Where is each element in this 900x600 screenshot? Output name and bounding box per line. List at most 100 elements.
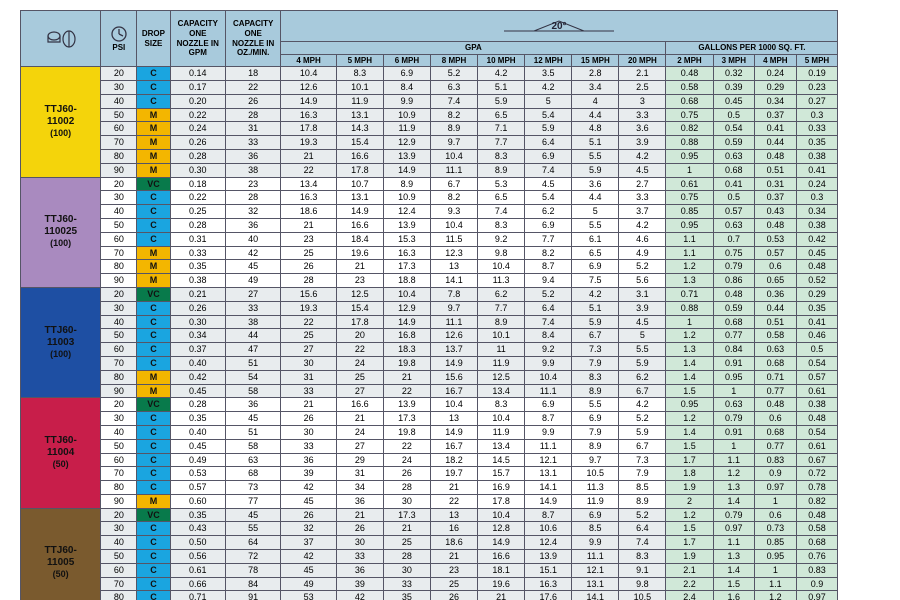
oz-val: 33 (225, 301, 280, 315)
product-name: TTJ60-11005 (23, 545, 98, 569)
oz-val: 38 (225, 315, 280, 329)
gsf-val: 0.3 (796, 191, 838, 205)
gpa-val: 5.9 (619, 425, 666, 439)
gpm-val: 0.40 (170, 425, 225, 439)
gpa-val: 12.1 (572, 563, 619, 577)
gpa-val: 9.1 (619, 563, 666, 577)
gsf-val: 0.68 (713, 315, 755, 329)
gpa-val: 8.2 (430, 191, 477, 205)
gsf-val: 0.33 (796, 122, 838, 136)
gpm-val: 0.35 (170, 260, 225, 274)
gsf-val: 0.46 (796, 329, 838, 343)
data-row: 80C0.57734234282116.914.111.38.51.91.30.… (21, 481, 880, 495)
gpa-val: 3.9 (619, 301, 666, 315)
gpm-val: 0.45 (170, 439, 225, 453)
gpa-mph-3: 8 MPH (430, 54, 477, 67)
drop-size-val: C (137, 232, 170, 246)
gsf-val: 0.91 (713, 356, 755, 370)
gpa-val: 26 (383, 467, 430, 481)
gsf-val: 1.3 (713, 550, 755, 564)
gpa-val: 13.9 (383, 398, 430, 412)
gsf-val: 0.48 (796, 412, 838, 426)
oz-val: 54 (225, 370, 280, 384)
gpa-val: 11.1 (572, 550, 619, 564)
product-count: (50) (53, 459, 69, 469)
gpa-val: 37 (281, 536, 336, 550)
gpa-val: 18.1 (478, 563, 525, 577)
gsf-val: 1 (713, 384, 755, 398)
oz-val: 28 (225, 108, 280, 122)
data-row: 90M0.455833272216.713.411.18.96.71.510.7… (21, 384, 880, 398)
gpm-val: 0.21 (170, 287, 225, 301)
gpa-val: 30 (383, 563, 430, 577)
data-row: TTJ60-11005(50)20VC0.3545262117.31310.48… (21, 508, 880, 522)
oz-val: 28 (225, 191, 280, 205)
data-row: 30C0.222816.313.110.98.26.55.44.43.30.75… (21, 191, 880, 205)
gpa-val: 5 (619, 329, 666, 343)
gpa-val: 7.1 (478, 122, 525, 136)
gpm-val: 0.56 (170, 550, 225, 564)
gpa-val: 6.5 (572, 246, 619, 260)
gpa-val: 11.9 (336, 94, 383, 108)
gpa-val: 5.2 (430, 67, 477, 81)
oz-val: 63 (225, 453, 280, 467)
gsf-val: 1.1 (666, 232, 713, 246)
gsf-val: 1.3 (713, 481, 755, 495)
gpa-val: 35 (383, 591, 430, 600)
nozzle-icon-header (21, 11, 101, 67)
gsf-val: 0.37 (755, 108, 797, 122)
gpa-val: 22 (430, 494, 477, 508)
gsf-val: 0.79 (713, 412, 755, 426)
oz-val: 18 (225, 67, 280, 81)
gpa-val: 31 (281, 370, 336, 384)
oz-val: 73 (225, 481, 280, 495)
data-row: 50M0.222816.313.110.98.26.55.44.43.30.75… (21, 108, 880, 122)
gsf-val: 1 (666, 163, 713, 177)
gsf-val: 0.54 (796, 425, 838, 439)
gpa-val: 6.9 (572, 412, 619, 426)
gpm-val: 0.66 (170, 577, 225, 591)
gpa-val: 6.9 (525, 149, 572, 163)
psi-val: 60 (101, 122, 137, 136)
gpa-val: 8.9 (572, 439, 619, 453)
gpa-val: 26 (430, 591, 477, 600)
gpa-val: 19.3 (281, 136, 336, 150)
gpa-val: 15.4 (336, 136, 383, 150)
gpa-val: 11.9 (383, 122, 430, 136)
gpa-val: 28 (383, 550, 430, 564)
gsf-val: 0.75 (666, 108, 713, 122)
data-row: 60M0.243117.814.311.98.97.15.94.83.60.82… (21, 122, 880, 136)
product-cell: TTJ60-110025(100) (21, 177, 101, 287)
gsf-val: 0.61 (796, 439, 838, 453)
product-count: (100) (50, 128, 71, 138)
data-row: 70C0.536839312619.715.713.110.57.91.81.2… (21, 467, 880, 481)
gpa-val: 9.2 (478, 232, 525, 246)
spread-angle-header: 20° (281, 11, 838, 42)
gpa-val: 12.9 (383, 301, 430, 315)
gpa-val: 3.3 (619, 108, 666, 122)
drop-size-val: M (137, 122, 170, 136)
drop-size-val: C (137, 329, 170, 343)
gsf-val: 1.9 (666, 550, 713, 564)
gpa-val: 13.1 (572, 577, 619, 591)
gpa-mph-5: 12 MPH (525, 54, 572, 67)
oz-val: 36 (225, 398, 280, 412)
gsf-val: 0.84 (713, 343, 755, 357)
gpa-val: 10.4 (281, 67, 336, 81)
gpa-val: 13.1 (336, 108, 383, 122)
gpa-val: 11.1 (525, 384, 572, 398)
gpa-val: 12.6 (430, 329, 477, 343)
gpa-val: 9.7 (430, 301, 477, 315)
gpm-val: 0.28 (170, 398, 225, 412)
gsf-val: 1.6 (713, 591, 755, 600)
gsf-val: 1.2 (666, 260, 713, 274)
data-row: 30C0.172212.610.18.46.35.14.23.42.50.580… (21, 80, 880, 94)
gpa-val: 16.6 (336, 218, 383, 232)
gsf-val: 0.48 (796, 260, 838, 274)
oz-val: 36 (225, 218, 280, 232)
data-row: 40C0.30382217.814.911.18.97.45.94.510.68… (21, 315, 880, 329)
gsf-val: 0.97 (713, 522, 755, 536)
gsf-header: GALLONS PER 1000 SQ. FT. (666, 42, 838, 55)
gpa-val: 5 (525, 94, 572, 108)
gpa-val: 8.3 (478, 398, 525, 412)
